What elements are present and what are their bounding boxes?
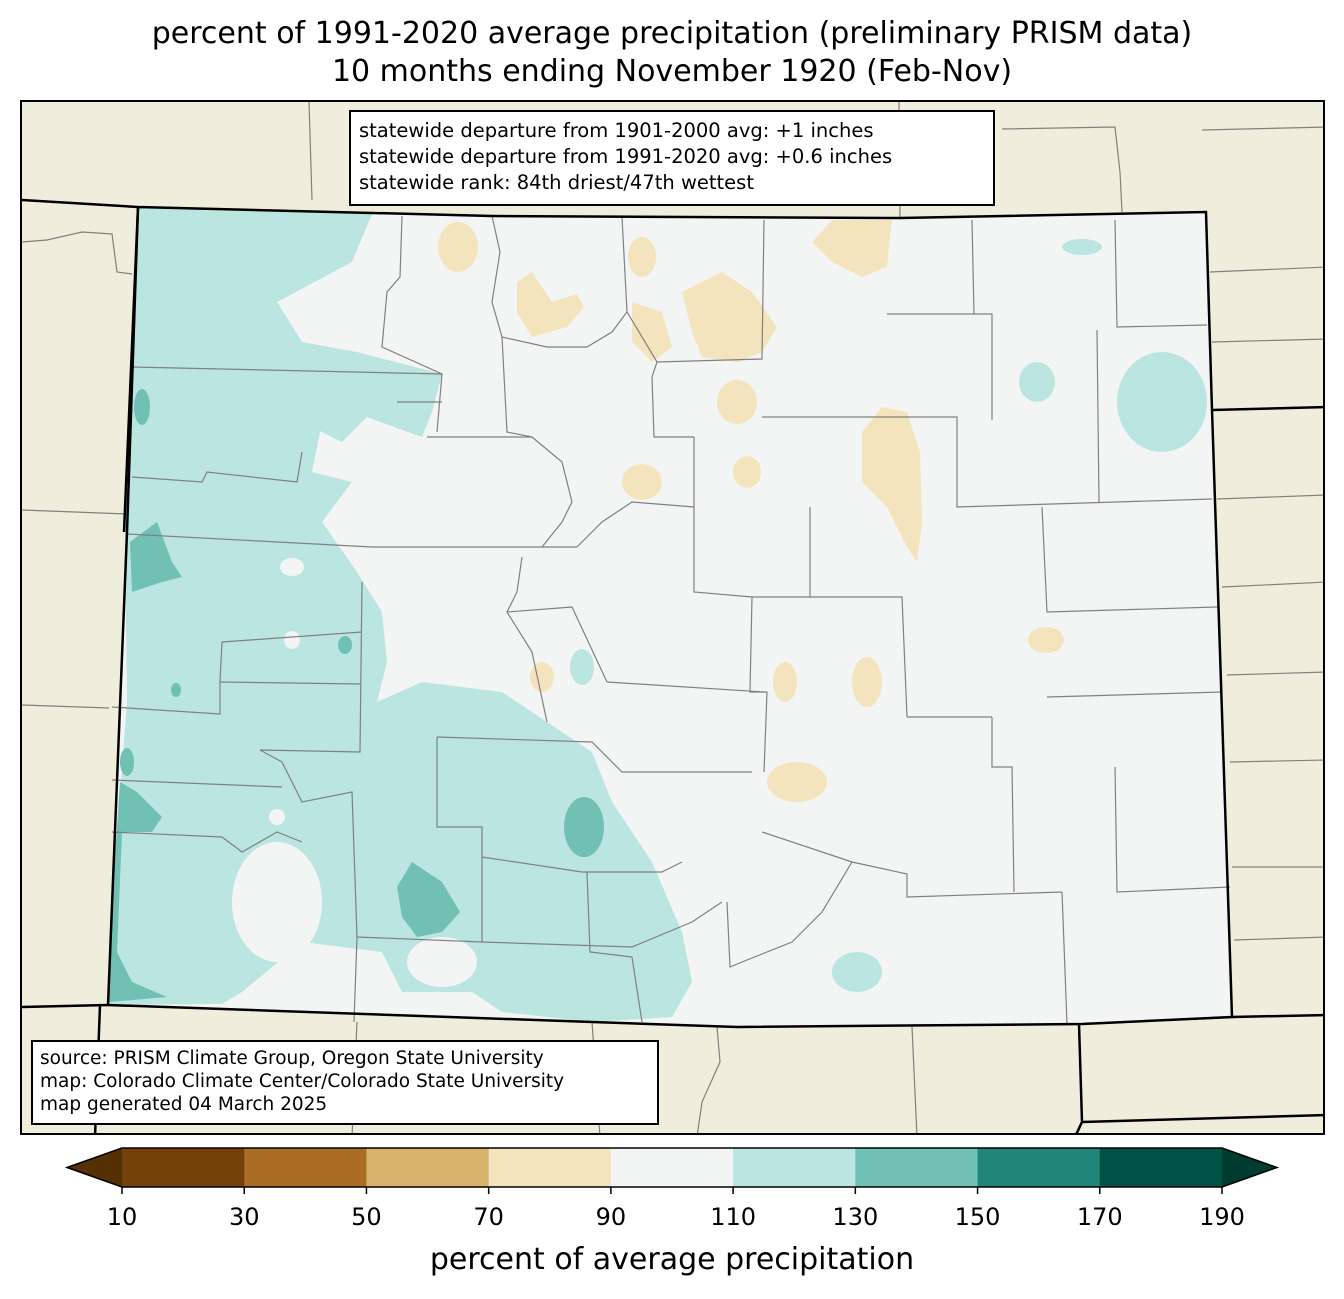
- wet-medium-c1: [564, 797, 604, 857]
- dry-patch-nc3: [632, 302, 672, 362]
- generated-date-line: map generated 04 March 2025: [40, 1094, 328, 1115]
- colorbar-extend-low: [67, 1148, 122, 1187]
- dry-patch-front: [622, 464, 662, 500]
- colorbar-bin: [1099, 1148, 1223, 1187]
- wet-patch-nc: [1062, 239, 1102, 255]
- stats-rank: statewide rank: 84th driest/47th wettest: [359, 171, 754, 194]
- normal-patch-4: [284, 631, 300, 649]
- colorbar-tick-label: 50: [351, 1203, 382, 1231]
- neighbor-county-lines: [22, 102, 1323, 1133]
- dry-patch-s1: [773, 662, 797, 702]
- dry-patch-nc1: [517, 272, 584, 337]
- source-line: source: PRISM Climate Group, Oregon Stat…: [40, 1048, 544, 1069]
- wet-medium-sanjuan: [397, 862, 460, 937]
- stats-departure-1901: statewide departure from 1901-2000 avg: …: [359, 119, 874, 142]
- dry-patch-e2: [717, 380, 757, 424]
- dry-patch-ne: [812, 220, 892, 277]
- colorbar: [64, 1147, 1280, 1194]
- map-credit-line: map: Colorado Climate Center/Colorado St…: [40, 1071, 565, 1092]
- dry-patch-nc5: [438, 222, 478, 272]
- dry-patch-sc: [530, 662, 554, 692]
- normal-patch-3: [280, 558, 304, 576]
- dry-patch-se1: [767, 762, 827, 802]
- statewide-stats-box: statewide departure from 1901-2000 avg: …: [349, 110, 995, 206]
- dry-patch-e1: [862, 407, 922, 562]
- colorbar-bin: [855, 1148, 979, 1187]
- colorbar-tick-label: 170: [1076, 1203, 1123, 1231]
- colorbar-tick-label: 190: [1199, 1203, 1245, 1231]
- map-title-line2: 10 months ending November 1920 (Feb-Nov): [331, 54, 1013, 89]
- wet-patch-ne2: [1019, 362, 1055, 402]
- map-title-line1: percent of 1991-2020 average precipitati…: [151, 16, 1193, 51]
- wet-medium-w5: [171, 683, 181, 697]
- county-lines: [111, 215, 1231, 1025]
- colorbar-extend-high: [1222, 1148, 1277, 1187]
- colorbar-tick-label: 30: [228, 1203, 260, 1231]
- colorbar-bin: [733, 1148, 856, 1187]
- dry-patch-s2: [852, 657, 882, 707]
- wet-region-west: [108, 207, 692, 1022]
- colorbar-tick-label: 150: [954, 1203, 1001, 1231]
- colorbar-bin: [366, 1148, 490, 1187]
- colorbar-title: percent of average precipitation: [429, 1242, 915, 1277]
- dry-patch-nc2: [682, 272, 777, 362]
- colorado-precip-map: [22, 102, 1323, 1133]
- map-frame: [20, 100, 1325, 1135]
- colorbar-tick-label: 10: [106, 1203, 138, 1231]
- dry-patch-nc4: [628, 237, 656, 277]
- dry-patch-e3: [733, 456, 761, 488]
- colorbar-bin: [977, 1148, 1101, 1187]
- state-boundaries: [22, 198, 1323, 1133]
- colorbar-bin: [244, 1148, 367, 1187]
- normal-patch-1: [232, 842, 322, 962]
- wet-patch-se: [832, 952, 882, 992]
- wet-medium-w3: [120, 748, 134, 776]
- source-box: source: PRISM Climate Group, Oregon Stat…: [31, 1040, 659, 1125]
- wet-medium-w2: [134, 389, 150, 425]
- wet-medium-sw: [109, 782, 167, 1002]
- normal-patch-2: [407, 937, 477, 987]
- wet-patch-ne: [1117, 352, 1207, 452]
- colorbar-tick-label: 90: [595, 1203, 627, 1231]
- wet-patch-c: [570, 649, 594, 685]
- colorbar-bin: [488, 1148, 612, 1187]
- colorbar-bin: [610, 1148, 734, 1187]
- wet-medium-w4: [338, 636, 352, 654]
- colorbar-bin: [122, 1148, 245, 1187]
- normal-patch-5: [269, 809, 285, 825]
- colorbar-tick-label: 130: [832, 1203, 879, 1231]
- stats-departure-1991: statewide departure from 1991-2020 avg: …: [359, 145, 893, 168]
- colorbar-tick-label: 70: [473, 1203, 504, 1231]
- wet-medium-w1: [130, 522, 182, 592]
- dry-patch-se2: [1028, 627, 1064, 653]
- colorbar-tick-label: 110: [710, 1203, 757, 1231]
